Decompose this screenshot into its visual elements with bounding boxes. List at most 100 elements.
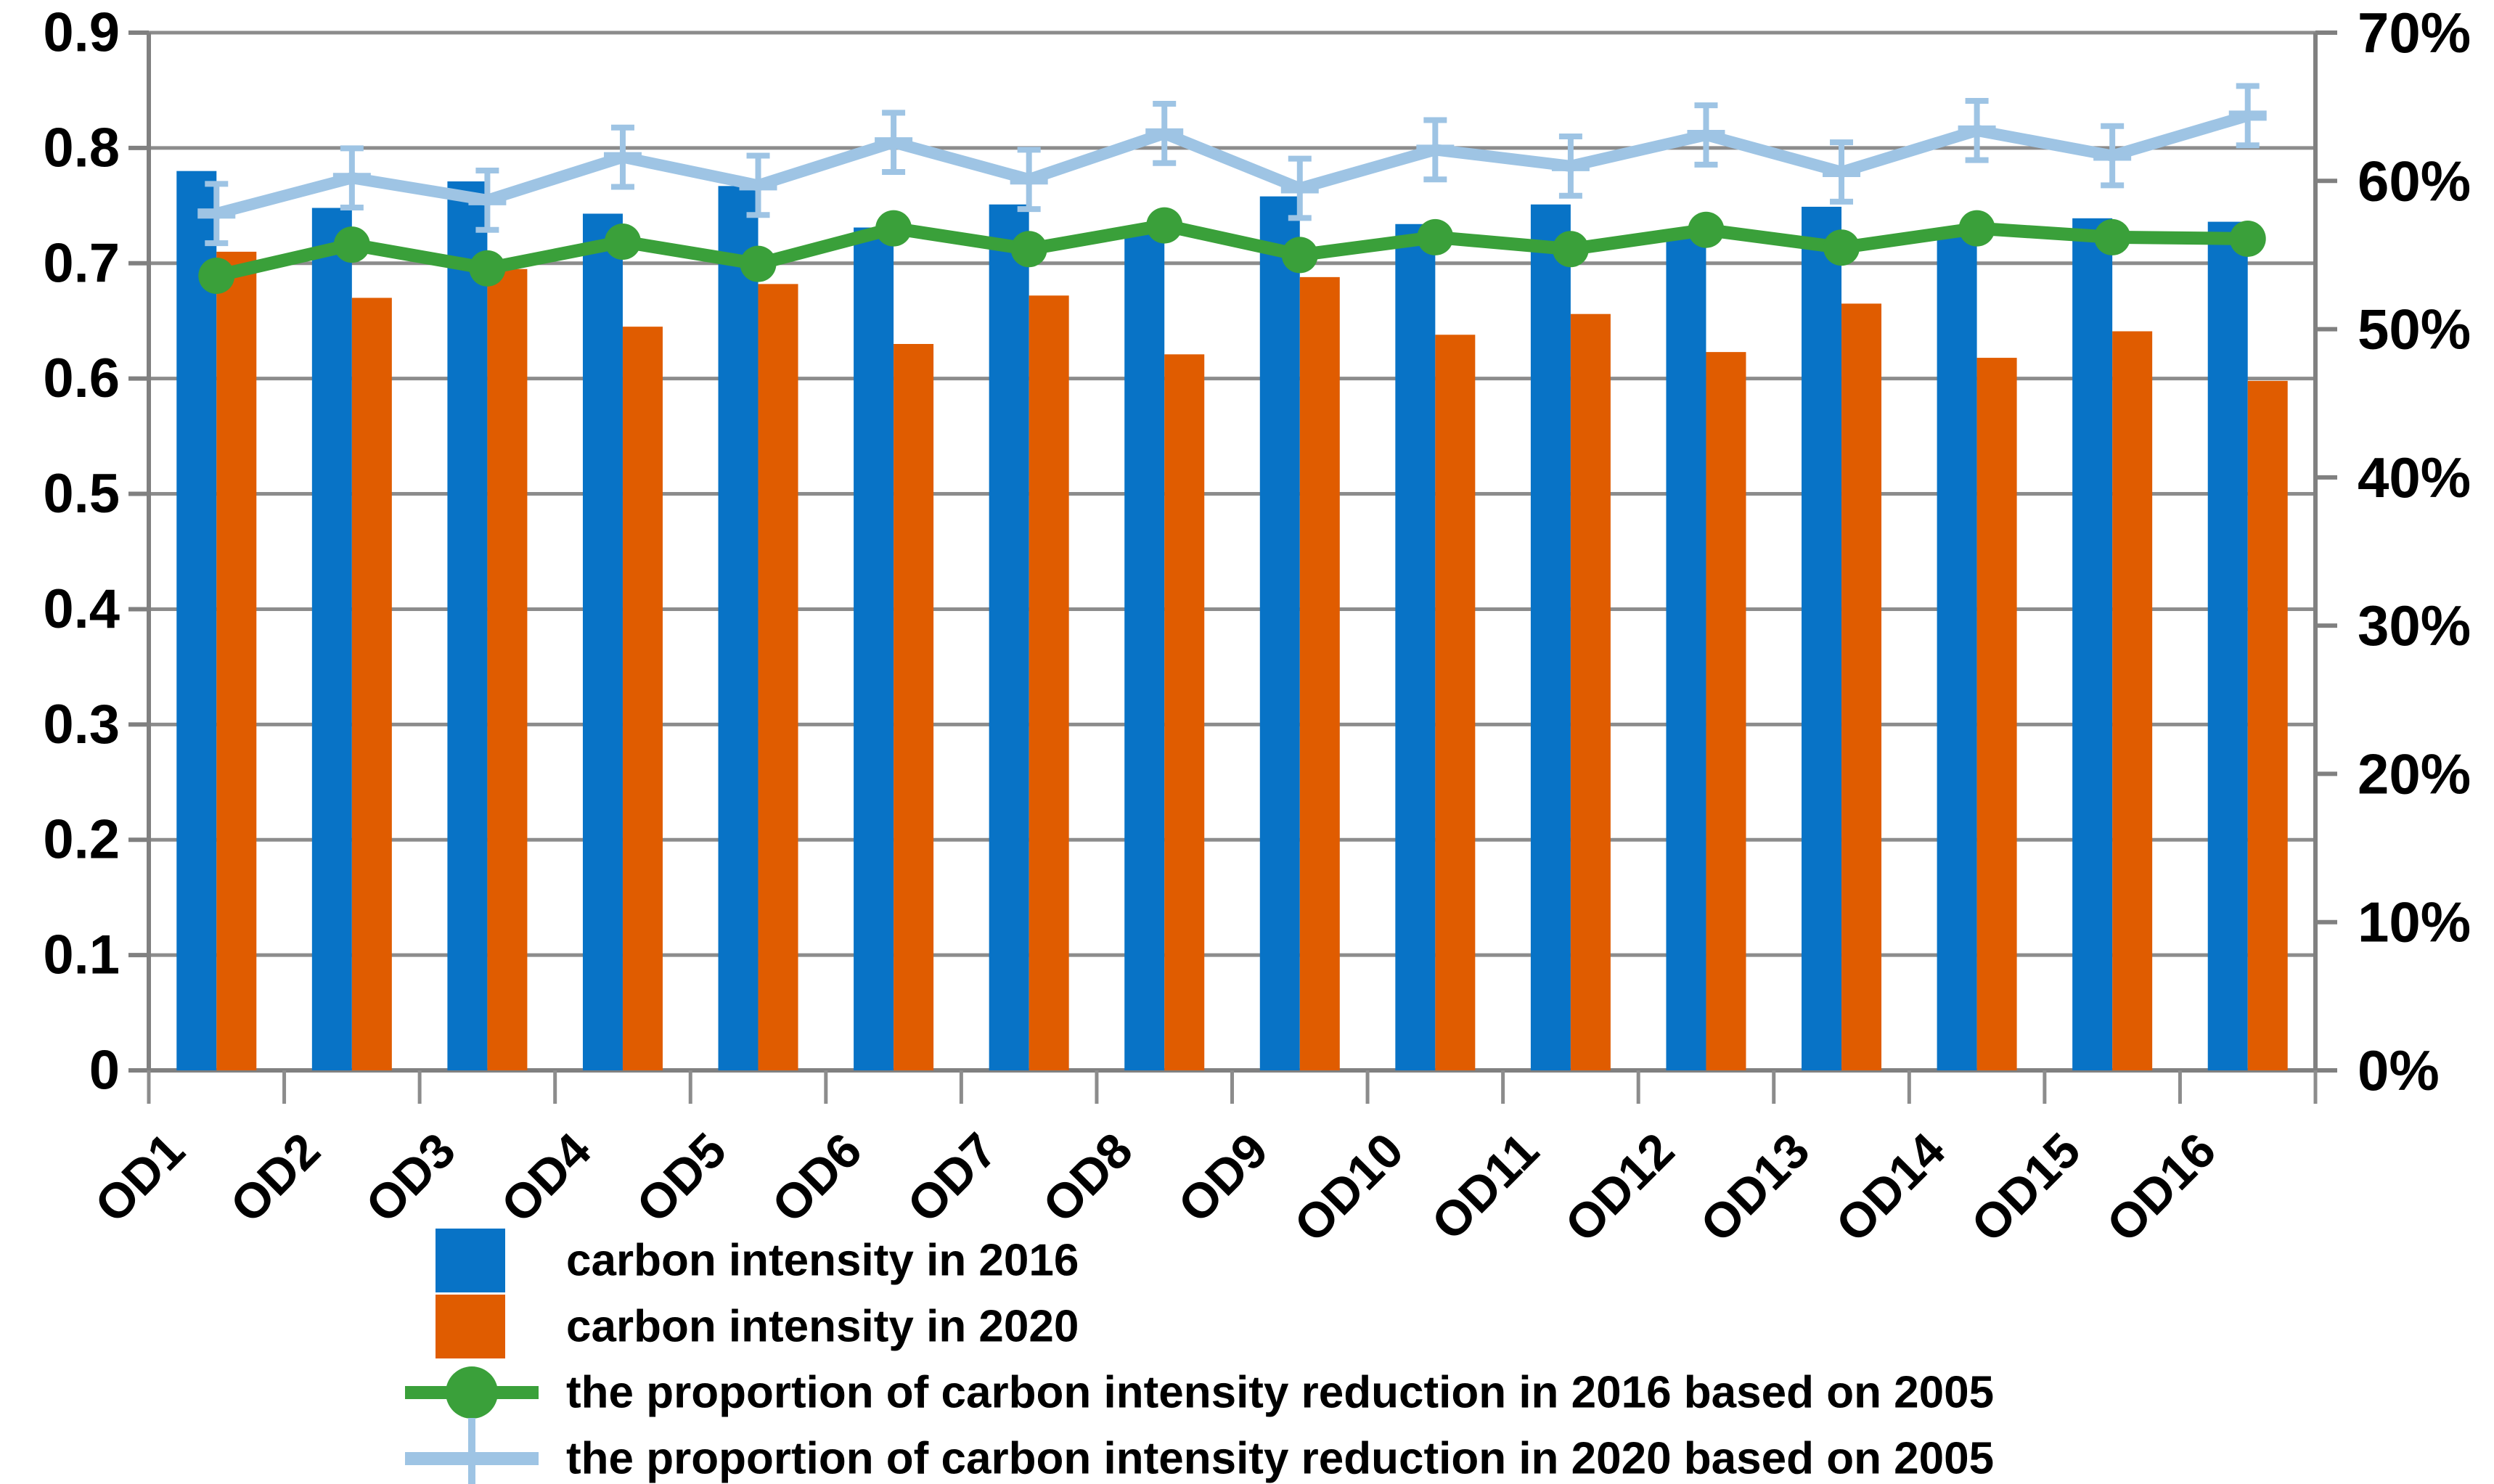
x-axis-label-OD7: OD7	[897, 1123, 1008, 1234]
bar-ci2020-OD16	[2247, 380, 2288, 1070]
bar-series-2020	[216, 251, 2288, 1071]
circle-marker-icon-OD2	[333, 226, 370, 263]
x-axis-label-OD12: OD12	[1555, 1123, 1685, 1253]
left-axis-label-0.7: 0.7	[43, 232, 120, 294]
bar-series-2016	[176, 171, 2248, 1071]
bar-ci2020-OD1	[216, 251, 257, 1070]
x-axis-label-OD15: OD15	[1961, 1123, 2090, 1253]
left-axis-label-0.9: 0.9	[43, 2, 120, 64]
legend-swatch-ci2016-square	[436, 1229, 505, 1292]
bar-ci2020-OD5	[758, 284, 798, 1070]
line-prop2016	[215, 218, 2248, 282]
bar-ci2016-OD4	[582, 213, 623, 1070]
right-axis-tick-labels: 70% 60% 50% 40% 30% 20% 10% 0%	[2358, 1, 2471, 1102]
bar-ci2020-OD4	[622, 327, 663, 1071]
x-axis-label-OD10: OD10	[1284, 1123, 1414, 1253]
bar-ci2016-OD2	[311, 208, 352, 1070]
bar-ci2016-OD10	[1395, 224, 1436, 1070]
circle-marker-icon-OD10	[1417, 218, 1454, 255]
x-axis-label-OD1: OD1	[84, 1123, 195, 1234]
bar-ci2016-OD11	[1530, 204, 1571, 1071]
x-axis-label-OD5: OD5	[626, 1123, 737, 1234]
right-axis-label-20%: 20%	[2358, 742, 2471, 805]
left-axis-label-0.8: 0.8	[43, 117, 120, 179]
bar-ci2016-OD16	[2207, 221, 2248, 1071]
bar-ci2020-OD8	[1164, 354, 1205, 1070]
circle-marker-icon-OD12	[1688, 211, 1725, 248]
bar-ci2016-OD14	[1937, 229, 1977, 1071]
bar-ci2020-OD10	[1435, 335, 1476, 1070]
x-axis-label-OD14: OD14	[1825, 1123, 1955, 1253]
legend-circle-marker-icon	[446, 1366, 498, 1419]
bar-ci2016-OD7	[989, 204, 1029, 1071]
legend-label-prop2020: the proportion of carbon intensity reduc…	[566, 1434, 1994, 1484]
circle-marker-icon-OD11	[1552, 231, 1589, 268]
right-axis-label-0%: 0%	[2358, 1038, 2440, 1102]
bar-ci2016-OD1	[176, 171, 217, 1071]
bar-ci2020-OD12	[1706, 352, 1746, 1071]
left-axis-tick-labels: 0.9 0.8 0.7 0.6 0.5 0.4 0.3 0.2 0.1 0	[43, 2, 120, 1102]
circle-marker-icon-OD6	[875, 210, 912, 247]
bar-ci2020-OD6	[894, 344, 934, 1070]
circle-marker-icon-OD8	[1146, 207, 1183, 244]
right-axis-label-70%: 70%	[2358, 1, 2471, 65]
left-axis-label-0.2: 0.2	[43, 809, 120, 871]
right-axis-label-60%: 60%	[2358, 149, 2471, 213]
bar-ci2020-OD3	[487, 268, 528, 1071]
x-axis-label-OD9: OD9	[1168, 1123, 1279, 1234]
circle-marker-icon-OD16	[2229, 220, 2266, 257]
right-axis-label-30%: 30%	[2358, 594, 2471, 657]
circle-marker-icon-OD13	[1823, 229, 1860, 266]
left-axis-label-0.6: 0.6	[43, 348, 120, 409]
circle-marker-icon-OD3	[469, 250, 506, 287]
legend: carbon intensity in 2016 carbon intensit…	[405, 1229, 1994, 1484]
x-axis-label-OD2: OD2	[220, 1123, 331, 1234]
legend-swatch-ci2020-square	[436, 1295, 505, 1358]
circle-marker-icon-OD1	[198, 258, 235, 295]
left-axis-label-0.3: 0.3	[43, 694, 120, 755]
x-axis-tick-labels: OD1 OD2 OD3 OD4 OD5 OD6 OD7 OD8 OD9 OD10 OD11 OD12 O…	[84, 1123, 2226, 1253]
circle-marker-icon-OD4	[604, 224, 641, 261]
bar-ci2020-OD11	[1570, 313, 1611, 1070]
circle-marker-icon-OD14	[1958, 210, 1995, 247]
bar-ci2016-OD15	[2072, 218, 2113, 1071]
right-axis-label-40%: 40%	[2358, 446, 2471, 509]
x-axis-label-OD3: OD3	[355, 1123, 466, 1234]
legend-label-prop2016: the proportion of carbon intensity reduc…	[566, 1368, 1994, 1418]
bar-ci2020-OD7	[1029, 295, 1069, 1071]
circle-marker-icon-OD7	[1010, 231, 1047, 268]
x-axis-label-OD4: OD4	[491, 1123, 602, 1234]
left-axis-label-0.5: 0.5	[43, 463, 120, 525]
bar-ci2020-OD9	[1299, 276, 1340, 1070]
x-axis-label-OD11: OD11	[1421, 1123, 1550, 1251]
x-axis-label-OD8: OD8	[1032, 1123, 1143, 1234]
bar-ci2016-OD6	[854, 227, 894, 1070]
bar-ci2016-OD13	[1802, 206, 1842, 1070]
circle-marker-icon-OD9	[1281, 237, 1318, 274]
left-axis-label-0.4: 0.4	[43, 578, 120, 640]
bar-ci2016-OD9	[1259, 196, 1300, 1071]
left-axis-label-0.1: 0.1	[43, 925, 120, 986]
right-axis-label-10%: 10%	[2358, 890, 2471, 954]
bar-ci2016-OD5	[718, 186, 759, 1070]
bar-ci2020-OD14	[1976, 358, 2017, 1071]
bar-ci2020-OD2	[351, 298, 392, 1070]
x-axis-label-OD16: OD16	[2096, 1123, 2226, 1253]
line-series-prop-2016	[198, 207, 2266, 295]
bar-ci2020-OD13	[1841, 303, 1882, 1070]
left-axis-label-0: 0	[89, 1040, 120, 1102]
bar-ci2016-OD3	[447, 181, 488, 1070]
circle-marker-icon-OD5	[740, 245, 777, 282]
bar-ci2020-OD15	[2112, 331, 2153, 1070]
line-series-prop-2020	[197, 83, 2267, 247]
legend-label-ci2016: carbon intensity in 2016	[566, 1236, 1079, 1286]
bar-ci2016-OD8	[1124, 231, 1165, 1070]
x-axis-label-OD13: OD13	[1690, 1123, 1820, 1253]
line-prop2020	[215, 110, 2249, 219]
legend-label-ci2020: carbon intensity in 2020	[566, 1302, 1079, 1352]
right-axis-label-50%: 50%	[2358, 298, 2471, 361]
circle-marker-icon-OD15	[2094, 218, 2131, 255]
bar-ci2016-OD12	[1666, 233, 1706, 1070]
